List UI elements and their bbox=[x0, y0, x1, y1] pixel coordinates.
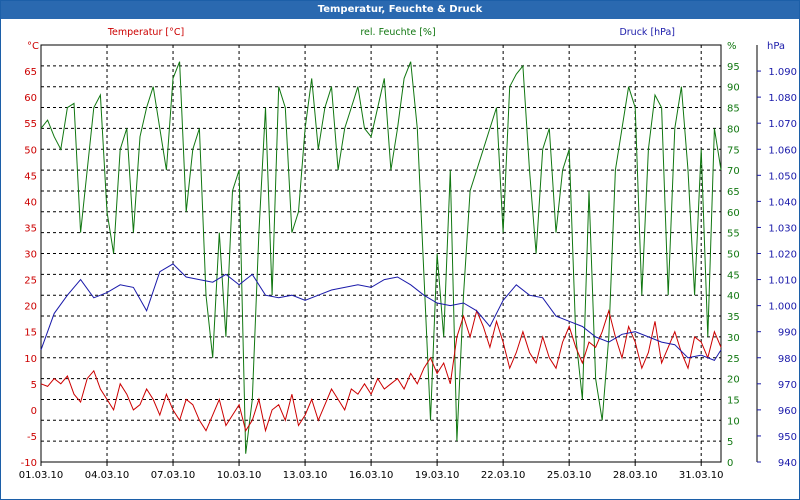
temperature-tick-label: 10 bbox=[24, 354, 37, 365]
humidity-tick-label: 45 bbox=[727, 270, 740, 281]
humidity-tick-label: 20 bbox=[727, 375, 740, 386]
plot-frame bbox=[40, 44, 722, 463]
pressure-tick-label: 1.010 bbox=[768, 276, 797, 287]
humidity-tick-label: 85 bbox=[727, 104, 740, 115]
pressure-tick-label: 1.090 bbox=[768, 67, 797, 78]
pressure-tick-label: 950 bbox=[778, 432, 797, 443]
x-tick-label: 19.03.10 bbox=[415, 470, 460, 481]
humidity-tick-label: 95 bbox=[727, 62, 740, 73]
pressure-tick-label: 1.060 bbox=[768, 145, 797, 156]
humidity-tick-label: 30 bbox=[727, 333, 740, 344]
x-tick-label: 10.03.10 bbox=[217, 470, 262, 481]
humidity-tick-label: 5 bbox=[727, 437, 733, 448]
temperature-tick-label: 65 bbox=[24, 67, 37, 78]
temperature-tick-label: -10 bbox=[21, 458, 37, 469]
temperature-series-line bbox=[40, 308, 722, 433]
x-tick-label: 07.03.10 bbox=[151, 470, 196, 481]
humidity-tick-label: 80 bbox=[727, 124, 740, 135]
pressure-tick-label: 990 bbox=[778, 328, 797, 339]
axes: 01.03.10 04.03.10 07.03.10 10.03.10 13.03.10… bbox=[19, 41, 797, 481]
humidity-tick-label: 65 bbox=[727, 187, 740, 198]
pressure-tick-label: 970 bbox=[778, 380, 797, 391]
temperature-tick-label: 5 bbox=[31, 380, 37, 391]
pressure-tick-label: 1.040 bbox=[768, 197, 797, 208]
pressure-tick-label: 1.030 bbox=[768, 223, 797, 234]
humidity-tick-label: 25 bbox=[727, 354, 740, 365]
humidity-tick-label: 40 bbox=[727, 291, 740, 302]
temperature-tick-label: 0 bbox=[31, 406, 37, 417]
temperature-tick-label: 35 bbox=[24, 223, 37, 234]
humidity-tick-label: 55 bbox=[727, 229, 740, 240]
x-tick-label: 31.03.10 bbox=[679, 470, 724, 481]
pressure-tick-label: 940 bbox=[778, 458, 797, 469]
humidity-tick-label: 35 bbox=[727, 312, 740, 323]
grid bbox=[41, 45, 721, 462]
x-tick-label: 22.03.10 bbox=[481, 470, 526, 481]
humidity-unit-label: % bbox=[727, 41, 737, 52]
pressure-tick-label: 1.070 bbox=[768, 119, 797, 130]
humidity-tick-label: 10 bbox=[727, 416, 740, 427]
temperature-tick-label: 15 bbox=[24, 328, 37, 339]
temperature-unit-label: °C bbox=[27, 41, 39, 52]
temperature-tick-label: -5 bbox=[27, 432, 37, 443]
temperature-tick-label: 30 bbox=[24, 250, 37, 261]
series-lines bbox=[40, 61, 722, 454]
legend: Temperatur [°C] rel. Feuchte [%] Druck [hP… bbox=[107, 27, 675, 38]
x-tick-label: 28.03.10 bbox=[613, 470, 658, 481]
window-title: Temperatur, Feuchte & Druck bbox=[1, 1, 799, 19]
temperature-tick-label: 20 bbox=[24, 302, 37, 313]
temperature-tick-label: 60 bbox=[24, 93, 37, 104]
humidity-tick-label: 75 bbox=[727, 145, 740, 156]
pressure-tick-label: 960 bbox=[778, 406, 797, 417]
temperature-tick-label: 45 bbox=[24, 171, 37, 182]
pressure-series-line bbox=[40, 263, 722, 362]
humidity-tick-label: 70 bbox=[727, 166, 740, 177]
temperature-series-title: Temperatur [°C] bbox=[107, 27, 184, 38]
x-tick-label: 04.03.10 bbox=[85, 470, 130, 481]
humidity-tick-label: 15 bbox=[727, 395, 740, 406]
humidity-series-title: rel. Feuchte [%] bbox=[360, 27, 435, 38]
humidity-tick-label: 60 bbox=[727, 208, 740, 219]
pressure-unit-label: hPa bbox=[767, 41, 785, 52]
pressure-tick-label: 1.050 bbox=[768, 171, 797, 182]
x-tick-label: 16.03.10 bbox=[349, 470, 394, 481]
temperature-tick-label: 40 bbox=[24, 197, 37, 208]
pressure-series-title: Druck [hPa] bbox=[619, 27, 675, 38]
temperature-tick-label: 25 bbox=[24, 276, 37, 287]
pressure-tick-label: 1.020 bbox=[768, 250, 797, 261]
x-tick-label: 25.03.10 bbox=[547, 470, 592, 481]
temperature-tick-label: 55 bbox=[24, 119, 37, 130]
humidity-tick-label: 90 bbox=[727, 83, 740, 94]
pressure-tick-label: 1.080 bbox=[768, 93, 797, 104]
humidity-tick-label: 0 bbox=[727, 458, 733, 469]
pressure-tick-label: 1.000 bbox=[768, 302, 797, 313]
humidity-series-line bbox=[40, 61, 722, 454]
humidity-tick-label: 50 bbox=[727, 250, 740, 261]
x-tick-label: 13.03.10 bbox=[283, 470, 328, 481]
temperature-tick-label: 50 bbox=[24, 145, 37, 156]
pressure-tick-label: 980 bbox=[778, 354, 797, 365]
x-tick-label: 01.03.10 bbox=[19, 470, 64, 481]
